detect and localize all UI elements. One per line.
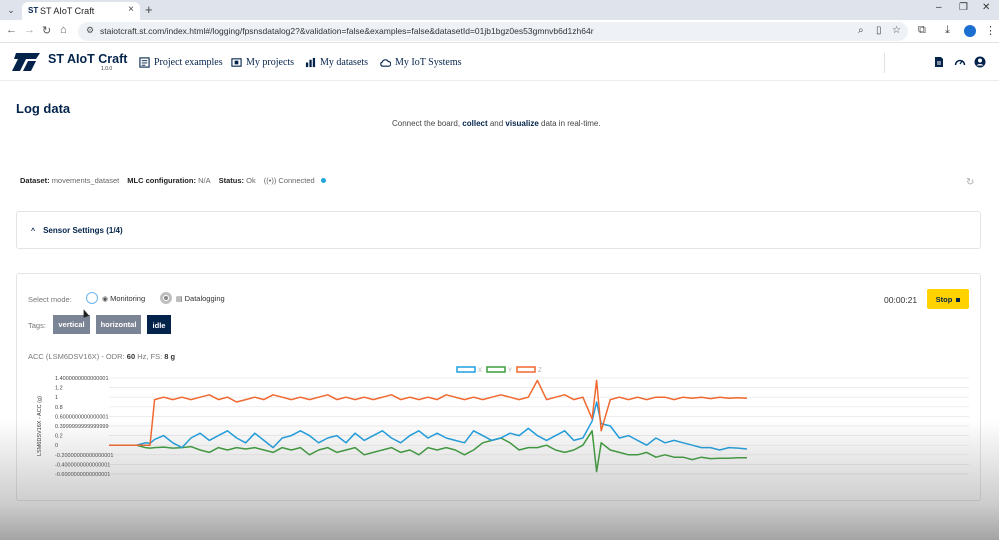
st-favicon-icon: ST [28, 6, 39, 15]
y-tick-label: 1 [55, 395, 58, 401]
y-tick-label: 0.2 [55, 434, 63, 440]
legend-swatch-z [516, 366, 536, 373]
board-icon [231, 58, 242, 67]
tag-idle[interactable]: idle [147, 315, 171, 334]
document-grid-icon [139, 57, 150, 68]
nav-my-datasets-label: My datasets [320, 57, 369, 68]
nav-project-examples-label: Project examples [154, 57, 223, 68]
chart-heading: ACC (LSM6DSV16X) - ODR: 60 Hz, FS: 8 g [28, 352, 176, 361]
brand-version: 1.0.0 [101, 66, 113, 72]
acc-line-chart: 1.4000000000000001 1.2 1 0.8 0.6000000000000… [37, 366, 969, 478]
series-line-z [109, 379, 748, 446]
legend-swatch-x [456, 366, 476, 373]
nav-project-examples[interactable]: Project examples [139, 57, 223, 68]
site-info-icon[interactable]: ⚙ [86, 25, 95, 35]
y-axis-label: LSM6DSV16X - ACC (g) [37, 396, 43, 456]
y-tick-label: 1.2 [55, 386, 63, 392]
monitoring-option[interactable]: ◉ Monitoring [102, 294, 146, 303]
tag-horizontal[interactable]: horizontal [96, 315, 141, 334]
user-account-icon[interactable] [974, 56, 986, 68]
eye-icon: ◉ [102, 296, 109, 303]
nav-my-iot-systems-label: My IoT Systems [395, 57, 462, 68]
monitoring-radio[interactable] [86, 292, 98, 304]
close-window-icon[interactable]: ✕ [982, 2, 991, 13]
stop-square-icon [956, 297, 961, 302]
extensions-icon[interactable]: ⧉ [918, 24, 926, 36]
status-label: Status: [218, 176, 245, 185]
logging-panel: Select mode: ◉ Monitoring ▤ Datalogging Ta… [16, 273, 981, 501]
dataset-label: Dataset: [20, 176, 50, 185]
nav-my-iot-systems[interactable]: My IoT Systems [380, 57, 462, 68]
browser-tab[interactable]: ST ST AIoT Craft × [22, 2, 140, 20]
y-tick-label: -0.6000000000000001 [55, 472, 110, 478]
st-logo-icon[interactable] [10, 53, 40, 71]
restore-icon[interactable]: ❐ [959, 2, 968, 13]
mode-label: Select mode: [28, 295, 72, 304]
nav-my-datasets[interactable]: My datasets [305, 57, 368, 68]
profile-avatar[interactable] [964, 25, 976, 37]
refresh-icon[interactable]: ↻ [966, 177, 975, 188]
chevron-up-icon: ^ [31, 228, 36, 235]
wireless-icon: ((•)) [263, 176, 277, 185]
legend-label-x: X [478, 368, 482, 374]
legend-swatch-y [486, 366, 506, 373]
app-header: ST AIoT Craft 1.0.0 Project examples My … [0, 43, 999, 81]
brand-name[interactable]: ST AIoT Craft [48, 52, 128, 66]
header-divider [884, 53, 885, 73]
stop-button[interactable]: Stop [927, 289, 969, 309]
nav-my-projects-label: My projects [246, 57, 295, 68]
dashboard-gauge-icon[interactable] [954, 56, 966, 68]
y-tick-label: -0.20000000000000001 [55, 453, 113, 459]
bookmark-icon[interactable]: ☆ [892, 25, 901, 36]
datalogging-option[interactable]: ▤ Datalogging [176, 294, 225, 303]
bar-chart-icon [305, 57, 316, 68]
forward-icon[interactable]: → [24, 24, 35, 36]
tab-title: ST AIoT Craft [40, 6, 95, 16]
nav-my-projects[interactable]: My projects [231, 57, 294, 68]
reload-icon[interactable]: ↻ [42, 25, 52, 37]
y-tick-label: 1.4000000000000001 [55, 376, 109, 382]
y-tick-label: -0.4000000000000001 [55, 462, 110, 468]
browser-tab-bar: ⌄ ST ST AIoT Craft × + – ❐ ✕ [0, 0, 999, 20]
cloud-icon [380, 59, 391, 67]
legend-label-y: Y [508, 368, 512, 374]
database-icon: ▤ [176, 296, 183, 303]
sensor-settings-panel[interactable]: ^ Sensor Settings (1/4) [16, 211, 981, 249]
dataset-info-bar: Dataset: movements_dataset MLC configura… [20, 176, 326, 185]
documentation-icon[interactable] [933, 56, 945, 68]
datalogging-radio[interactable] [160, 292, 172, 304]
page-intro: Connect the board, collect and visualize… [392, 119, 601, 128]
legend-label-z: Z [538, 368, 542, 374]
minimize-icon[interactable]: – [936, 2, 942, 13]
mlc-value: N/A [198, 176, 211, 185]
close-tab-icon[interactable]: × [128, 4, 134, 15]
mlc-label: MLC configuration: [127, 176, 196, 185]
y-tick-label: 0.3999999999999999 [55, 424, 109, 430]
install-icon[interactable]: ▯ [876, 25, 882, 36]
dataset-value: movements_dataset [51, 176, 120, 185]
sensor-settings-header[interactable]: ^ Sensor Settings (1/4) [31, 226, 123, 235]
back-icon[interactable]: ← [6, 24, 17, 36]
url-text: staiotcraft.st.com/index.html#/logging/f… [100, 26, 594, 36]
tab-search-icon[interactable]: ⌄ [7, 5, 15, 15]
url-field[interactable]: ⚙ staiotcraft.st.com/index.html#/logging… [78, 22, 908, 41]
address-bar: ← → ↻ ⌂ ⚙ staiotcraft.st.com/index.html#… [0, 20, 999, 43]
y-tick-label: 0.6000000000000001 [55, 414, 109, 420]
home-icon[interactable]: ⌂ [60, 24, 67, 36]
connection-status: Connected [278, 176, 315, 185]
status-value: Ok [246, 176, 256, 185]
y-tick-label: 0.8 [55, 405, 63, 411]
tags-label: Tags: [28, 321, 46, 330]
connection-dot [320, 178, 326, 183]
new-tab-icon[interactable]: + [145, 2, 153, 17]
elapsed-timer: 00:00:21 [884, 295, 918, 305]
zoom-icon[interactable]: ⌕ [858, 25, 864, 36]
page-title: Log data [16, 101, 71, 116]
downloads-icon[interactable]: ⤓ [945, 24, 950, 36]
y-tick-label: 0 [55, 443, 58, 449]
browser-menu-icon[interactable]: ⋮ [985, 25, 996, 37]
tag-vertical[interactable]: vertical [53, 315, 90, 334]
